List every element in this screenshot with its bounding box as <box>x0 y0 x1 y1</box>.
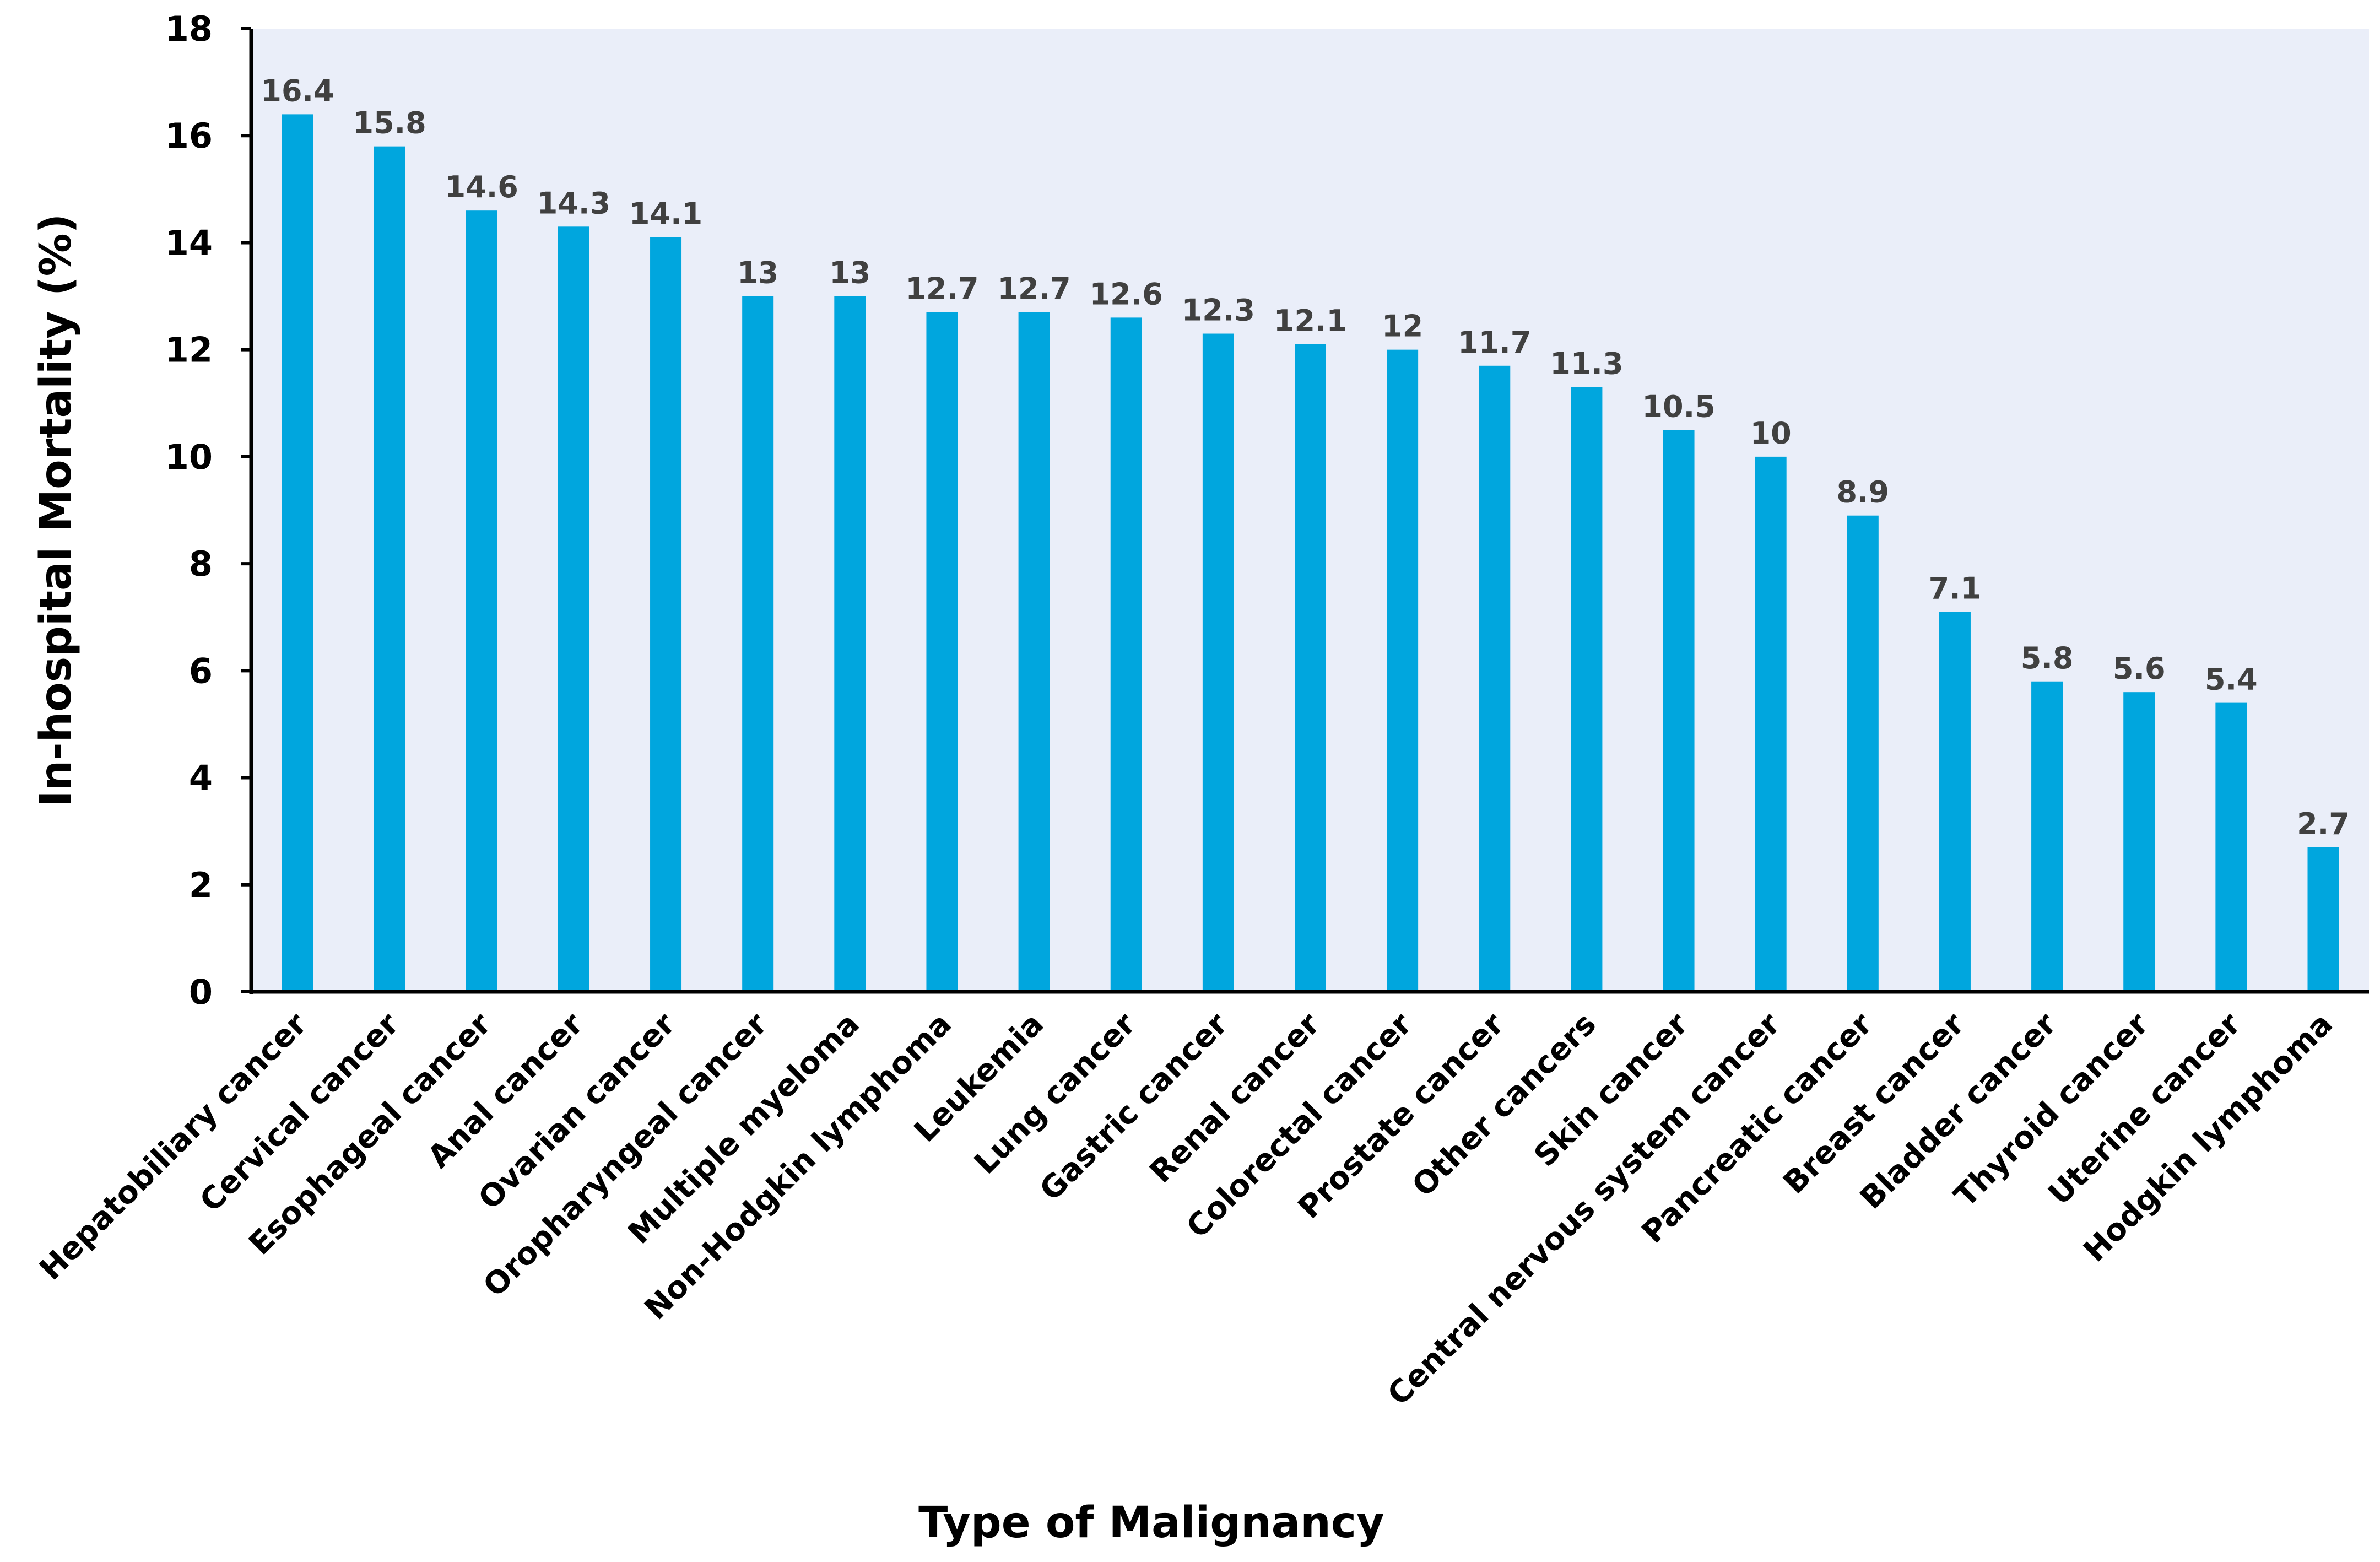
bar <box>926 312 958 992</box>
bars <box>282 114 2339 992</box>
data-label: 14.3 <box>537 186 610 220</box>
bar <box>1202 333 1234 992</box>
x-tick-label: Renal cancer <box>1143 1006 1327 1190</box>
bar <box>2307 847 2339 992</box>
bar <box>742 296 774 992</box>
data-label: 5.4 <box>2205 662 2258 697</box>
value-labels: 16.4 15.8 14.6 14.3 14.1 13 13 12.7 12.7 12.6 12.3… <box>261 73 2349 841</box>
data-label: 8.9 <box>1836 475 1889 510</box>
bar <box>1939 612 1971 992</box>
bar <box>2031 681 2063 992</box>
data-label: 7.1 <box>1929 571 1982 606</box>
data-label: 12.1 <box>1274 304 1347 338</box>
bar <box>834 296 866 992</box>
y-tick-label: 0 <box>189 972 213 1012</box>
y-axis-title: In-hospital Mortality (%) <box>31 214 81 807</box>
y-tick-label: 6 <box>189 651 213 691</box>
y-tick-label: 14 <box>165 223 213 263</box>
data-label: 11.3 <box>1550 347 1623 381</box>
data-label: 10.5 <box>1642 389 1715 424</box>
data-label: 15.8 <box>353 106 426 140</box>
data-label: 12.3 <box>1182 293 1255 328</box>
bar <box>558 226 589 992</box>
bar <box>2123 692 2155 992</box>
data-label: 11.7 <box>1458 325 1531 360</box>
data-label: 5.8 <box>2021 641 2074 675</box>
bar <box>2215 702 2247 992</box>
data-label: 12.6 <box>1090 277 1163 311</box>
bar <box>1663 430 1695 992</box>
data-label: 5.6 <box>2113 651 2166 686</box>
bar <box>1571 387 1603 992</box>
y-tick-label: 4 <box>189 758 213 798</box>
data-label: 14.6 <box>445 170 518 204</box>
data-label: 10 <box>1750 416 1792 451</box>
bar <box>1387 349 1419 992</box>
x-tick-label: Anal cancer <box>421 1006 590 1175</box>
bar <box>374 146 405 992</box>
bar <box>1110 317 1142 992</box>
data-label: 14.1 <box>629 197 702 231</box>
data-label: 13 <box>829 256 870 290</box>
bar <box>282 114 313 992</box>
bar <box>1018 312 1050 992</box>
x-axis-title: Type of Malignancy <box>918 1498 1384 1548</box>
data-label: 12.7 <box>997 272 1070 306</box>
bar <box>1755 456 1787 992</box>
y-tick-label: 2 <box>189 865 213 905</box>
y-tick-label: 16 <box>165 116 213 156</box>
bar <box>466 210 497 992</box>
x-tick-label: Lung cancer <box>967 1006 1143 1181</box>
y-axis-ticks: 0 2 4 6 8 10 12 14 16 18 <box>165 9 251 1012</box>
bar <box>650 237 682 992</box>
data-label: 16.4 <box>261 73 334 108</box>
data-label: 12 <box>1382 309 1423 344</box>
bar <box>1479 365 1511 992</box>
y-tick-label: 18 <box>165 9 213 49</box>
y-tick-label: 10 <box>165 437 213 477</box>
bar <box>1847 515 1879 992</box>
data-label: 13 <box>737 256 778 290</box>
data-label: 12.7 <box>905 272 978 306</box>
bar <box>1295 344 1326 992</box>
data-label: 2.7 <box>2297 807 2350 841</box>
y-tick-label: 8 <box>189 544 213 584</box>
y-tick-label: 12 <box>165 330 213 370</box>
